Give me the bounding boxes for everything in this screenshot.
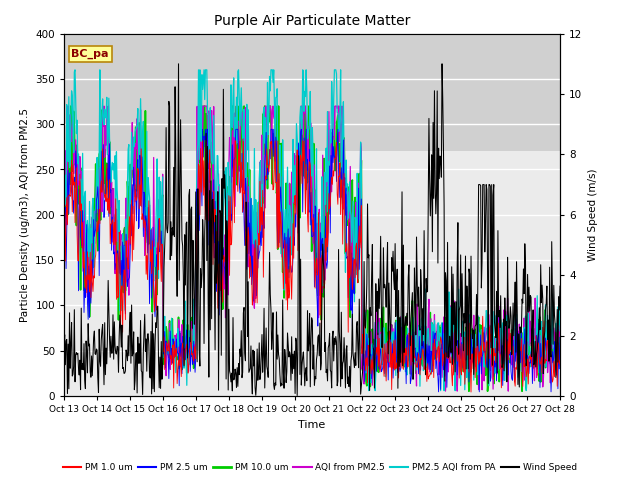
Y-axis label: Particle Density (ug/m3), AQI from PM2.5: Particle Density (ug/m3), AQI from PM2.5 bbox=[20, 108, 29, 322]
Text: BC_pa: BC_pa bbox=[72, 49, 109, 60]
Title: Purple Air Particulate Matter: Purple Air Particulate Matter bbox=[214, 14, 410, 28]
Y-axis label: Wind Speed (m/s): Wind Speed (m/s) bbox=[588, 168, 598, 261]
Legend: PM 1.0 um, PM 2.5 um, PM 10.0 um, AQI from PM2.5, PM2.5 AQI from PA, Wind Speed: PM 1.0 um, PM 2.5 um, PM 10.0 um, AQI fr… bbox=[60, 459, 580, 476]
X-axis label: Time: Time bbox=[298, 420, 326, 430]
Bar bbox=[64, 34, 560, 151]
